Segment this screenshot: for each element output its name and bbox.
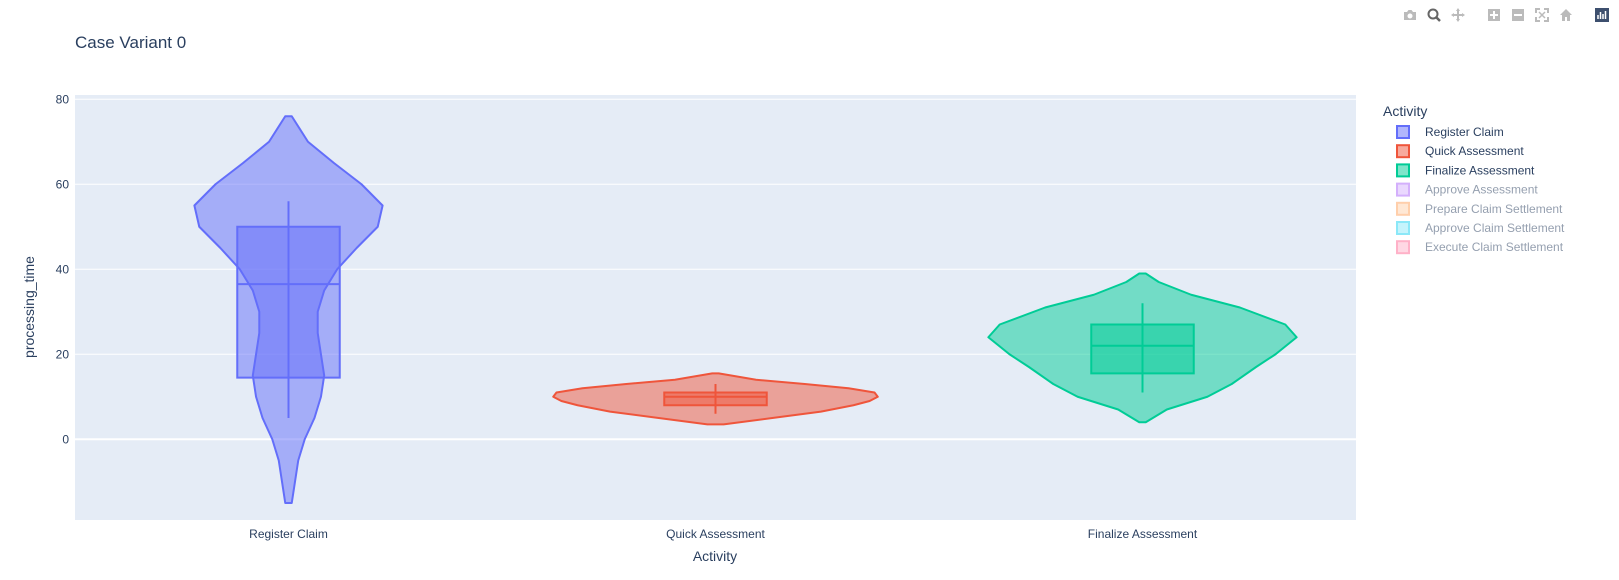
y-axis-title: processing_time [21, 256, 37, 358]
violin[interactable] [987, 272, 1298, 424]
legend-item[interactable]: Approve Assessment [1396, 182, 1538, 197]
legend-label: Quick Assessment [1425, 144, 1524, 158]
legend-swatch [1396, 201, 1410, 216]
legend-label: Finalize Assessment [1425, 163, 1535, 177]
y-tick-label: 40 [56, 262, 70, 276]
y-tick-label: 20 [56, 347, 70, 361]
legend-swatch [1396, 144, 1410, 159]
plotly-logo-icon[interactable] [1593, 6, 1611, 24]
modebar [1401, 6, 1611, 24]
x-tick-label: Finalize Assessment [1088, 527, 1198, 541]
violins [193, 115, 1298, 504]
chart-title: Case Variant 0 [75, 33, 186, 52]
legend-label: Prepare Claim Settlement [1425, 202, 1563, 216]
y-tick-label: 60 [56, 177, 70, 191]
violin-box [663, 391, 768, 407]
x-axis-title: Activity [693, 548, 737, 564]
autoscale-icon[interactable] [1533, 6, 1551, 24]
legend-label: Register Claim [1425, 125, 1504, 139]
x-axis-ticks: Register Claim Quick Assessment Finalize A… [249, 527, 1198, 541]
y-tick-label: 80 [56, 92, 70, 106]
camera-icon[interactable] [1401, 6, 1419, 24]
legend-item[interactable]: Finalize Assessment [1396, 163, 1535, 178]
legend-swatch [1396, 240, 1410, 255]
violin[interactable] [193, 115, 384, 504]
x-tick-label: Quick Assessment [666, 527, 765, 541]
legend-swatch [1396, 163, 1410, 178]
legend-swatch [1396, 221, 1410, 235]
zoom-icon[interactable] [1425, 6, 1443, 24]
legend-label: Execute Claim Settlement [1425, 240, 1564, 254]
y-tick-label: 0 [62, 432, 69, 446]
legend-label: Approve Assessment [1425, 183, 1538, 197]
legend-item[interactable]: Approve Claim Settlement [1396, 221, 1565, 235]
legend-title: Activity [1383, 103, 1427, 119]
pan-icon[interactable] [1449, 6, 1467, 24]
legend-label: Approve Claim Settlement [1425, 221, 1565, 235]
violin[interactable] [552, 372, 879, 426]
violin-box [1090, 323, 1195, 375]
home-icon[interactable] [1557, 6, 1575, 24]
zoom-out-icon[interactable] [1509, 6, 1527, 24]
legend-item[interactable]: Execute Claim Settlement [1396, 240, 1564, 255]
legend-item[interactable]: Quick Assessment [1396, 144, 1524, 159]
legend-item[interactable]: Prepare Claim Settlement [1396, 201, 1563, 216]
y-axis-ticks: 0 20 40 60 80 [56, 92, 70, 446]
legend-swatch [1396, 125, 1410, 139]
zoom-in-icon[interactable] [1485, 6, 1503, 24]
violin-box [236, 225, 341, 379]
x-tick-label: Register Claim [249, 527, 328, 541]
legend-swatch [1396, 182, 1410, 197]
legend-item[interactable]: Register Claim [1396, 125, 1504, 139]
legend: Activity Register Claim Quick Assessment F… [1383, 103, 1565, 255]
